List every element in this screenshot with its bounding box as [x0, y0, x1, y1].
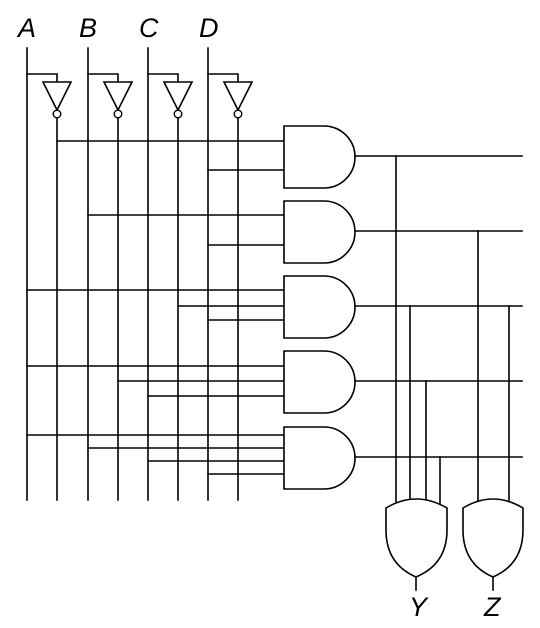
inverter-c-feed [147, 73, 179, 83]
input-label-d: D [199, 13, 219, 43]
inverter-b-feed [87, 73, 119, 83]
and-gate-2 [283, 200, 356, 264]
or-output-wires [415, 576, 494, 591]
inverter-d-bubble [233, 109, 243, 119]
input-label-b: B [79, 13, 97, 43]
or-gates [385, 498, 524, 578]
and-gate-5 [283, 426, 356, 490]
inverter-c-bubble [173, 109, 183, 119]
and-gate-1 [283, 125, 356, 189]
and-gates [283, 125, 356, 490]
and-gate-3 [283, 275, 356, 339]
inverter-d [222, 81, 254, 112]
inverter-a-bubble [52, 109, 62, 119]
inverter-d-feed [207, 73, 239, 83]
or-gate-y [385, 498, 448, 578]
or-gate-z [462, 498, 524, 578]
inverter-b-bubble [113, 109, 123, 119]
or-tap-wires [395, 155, 510, 509]
and-output-wires [354, 155, 523, 458]
input-label-a: A [16, 13, 36, 43]
inverters [26, 73, 254, 119]
inverter-c [162, 81, 194, 112]
input-rails [26, 47, 209, 501]
inverter-b [102, 81, 134, 112]
output-label-z: Z [483, 592, 502, 622]
complement-rails [56, 117, 239, 501]
and-gate-4 [283, 350, 356, 414]
output-label-y: Y [409, 592, 429, 622]
input-label-c: C [139, 13, 159, 43]
and-input-wires [26, 140, 285, 475]
inverter-a [41, 81, 73, 112]
inverter-a-feed [26, 73, 58, 83]
